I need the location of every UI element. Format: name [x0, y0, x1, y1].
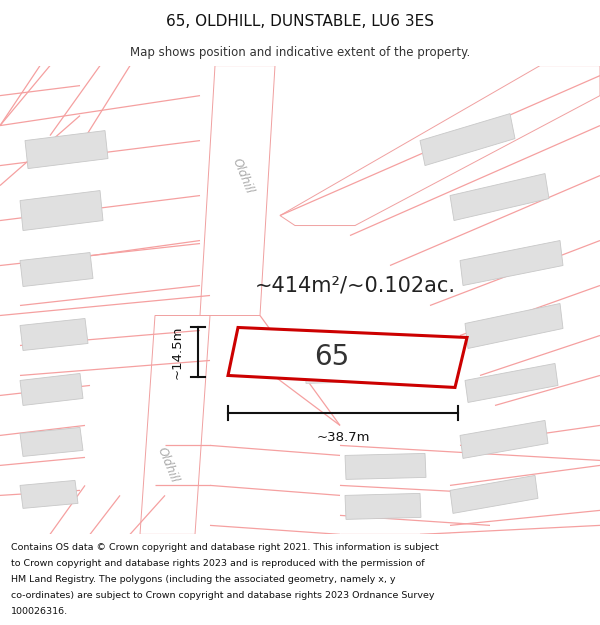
Polygon shape: [450, 476, 538, 513]
Text: to Crown copyright and database rights 2023 and is reproduced with the permissio: to Crown copyright and database rights 2…: [11, 559, 424, 568]
Polygon shape: [460, 241, 563, 286]
Polygon shape: [20, 253, 93, 286]
Text: Contains OS data © Crown copyright and database right 2021. This information is : Contains OS data © Crown copyright and d…: [11, 543, 439, 552]
Text: ~414m²/~0.102ac.: ~414m²/~0.102ac.: [254, 276, 455, 296]
Polygon shape: [305, 352, 396, 384]
Polygon shape: [460, 421, 548, 458]
Text: 65, OLDHILL, DUNSTABLE, LU6 3ES: 65, OLDHILL, DUNSTABLE, LU6 3ES: [166, 14, 434, 29]
Polygon shape: [20, 428, 83, 456]
Text: ~14.5m: ~14.5m: [171, 326, 184, 379]
Polygon shape: [345, 493, 421, 519]
Text: HM Land Registry. The polygons (including the associated geometry, namely x, y: HM Land Registry. The polygons (includin…: [11, 575, 395, 584]
Text: 100026316.: 100026316.: [11, 607, 68, 616]
Text: ~38.7m: ~38.7m: [316, 431, 370, 444]
Polygon shape: [345, 453, 426, 479]
Polygon shape: [450, 174, 549, 221]
Polygon shape: [420, 114, 515, 166]
Polygon shape: [20, 319, 88, 351]
Text: 65: 65: [314, 343, 350, 371]
Text: co-ordinates) are subject to Crown copyright and database rights 2023 Ordnance S: co-ordinates) are subject to Crown copyr…: [11, 591, 434, 600]
Text: Map shows position and indicative extent of the property.: Map shows position and indicative extent…: [130, 46, 470, 59]
Polygon shape: [20, 374, 83, 406]
Polygon shape: [140, 316, 210, 534]
Text: Oldhill: Oldhill: [155, 446, 181, 485]
Polygon shape: [228, 328, 467, 388]
Text: Oldhill: Oldhill: [230, 156, 256, 195]
Polygon shape: [25, 131, 108, 169]
Polygon shape: [280, 66, 600, 226]
Polygon shape: [465, 364, 558, 403]
Polygon shape: [20, 191, 103, 231]
Polygon shape: [465, 304, 563, 349]
Polygon shape: [20, 481, 78, 508]
Polygon shape: [200, 66, 275, 316]
